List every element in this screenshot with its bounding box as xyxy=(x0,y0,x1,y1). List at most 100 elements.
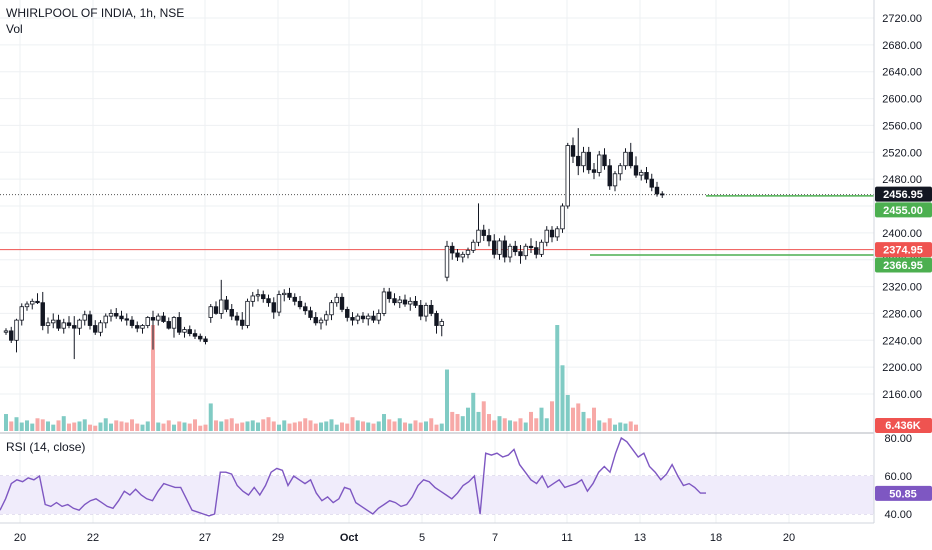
volume-bar xyxy=(392,421,397,431)
candle xyxy=(534,240,539,259)
candle xyxy=(591,163,597,180)
date-axis[interactable]: 20 22 27 29 Oct 5 7 11 13 18 20 xyxy=(14,532,795,544)
candle xyxy=(450,242,455,260)
candle xyxy=(602,148,607,170)
candle xyxy=(303,302,308,315)
volume-bar xyxy=(40,419,45,431)
volume-bar xyxy=(592,407,596,431)
candle xyxy=(633,156,639,178)
price-tick-label: 2480.00 xyxy=(882,174,922,186)
volume-bar xyxy=(93,425,98,431)
volume-bar xyxy=(586,418,591,431)
level-red-tag: 2374.95 xyxy=(875,242,932,258)
candle xyxy=(444,240,450,282)
date-tick-label: 13 xyxy=(634,532,646,544)
candle xyxy=(408,297,413,311)
volume-bar xyxy=(366,422,371,431)
candle xyxy=(72,316,77,360)
volume-bar xyxy=(203,424,208,431)
level-green-upper-tag: 2455.00 xyxy=(875,202,932,218)
volume-bar xyxy=(508,420,512,431)
volume-bar xyxy=(151,325,155,431)
candle xyxy=(282,289,287,302)
price-tick-label: 2640.00 xyxy=(882,67,922,79)
volume-bar xyxy=(324,421,329,431)
volume-bar xyxy=(455,414,460,431)
candle xyxy=(345,306,350,322)
candle xyxy=(623,148,628,170)
candle xyxy=(329,300,334,321)
volume-legend[interactable]: Vol xyxy=(6,22,23,36)
candle xyxy=(397,295,402,309)
candle xyxy=(61,318,66,334)
volume-bar xyxy=(429,418,434,431)
volume-bar xyxy=(413,420,418,431)
candle xyxy=(497,238,502,260)
candle xyxy=(660,191,665,198)
volume-bar xyxy=(240,422,245,431)
rsi-legend[interactable]: RSI (14, close) xyxy=(6,440,86,454)
volume-bar xyxy=(618,422,623,431)
candle xyxy=(93,320,98,335)
candle xyxy=(371,310,376,323)
candle xyxy=(182,326,187,338)
volume-bar xyxy=(539,407,544,431)
candle xyxy=(597,150,602,177)
volume-bar xyxy=(61,416,66,431)
rsi-current-label: 50.85 xyxy=(889,488,917,500)
candle xyxy=(366,313,371,326)
candle xyxy=(287,287,292,300)
candle xyxy=(318,317,324,330)
volume-bar xyxy=(298,421,302,431)
volume-bar xyxy=(518,418,523,431)
candle xyxy=(98,320,103,337)
candle xyxy=(570,137,576,164)
candle xyxy=(649,173,654,192)
candle xyxy=(40,291,45,331)
level-green-upper-label: 2455.00 xyxy=(883,205,923,217)
candle xyxy=(518,244,523,264)
candle xyxy=(19,303,24,326)
rsi-axis[interactable]: 80.00 60.00 40.00 xyxy=(884,433,912,521)
last-price-label: 2456.95 xyxy=(883,189,923,201)
rsi-line xyxy=(0,436,706,517)
candle xyxy=(3,328,9,335)
volume-bar xyxy=(576,403,581,431)
volume-bar xyxy=(261,419,266,431)
volume-bar xyxy=(14,417,19,431)
volume-bar xyxy=(4,414,8,431)
volume-bar xyxy=(565,394,570,431)
candle xyxy=(618,163,623,181)
volume-bar xyxy=(319,422,323,431)
price-tick-label: 2240.00 xyxy=(882,335,922,347)
candle xyxy=(198,333,203,342)
volume-tag-label: 6.436K xyxy=(885,420,921,432)
candle xyxy=(339,293,345,313)
candle xyxy=(586,146,591,174)
chart-title[interactable]: WHIRLPOOL OF INDIA, 1h, NSE xyxy=(6,6,185,20)
volume-bar xyxy=(597,420,602,431)
candle xyxy=(51,313,56,329)
volume-bar xyxy=(361,421,365,431)
candle xyxy=(581,146,586,173)
volume-bar xyxy=(602,422,607,431)
rsi-band xyxy=(0,476,874,514)
candle xyxy=(376,309,381,325)
candle xyxy=(271,297,276,319)
volume-bar xyxy=(502,418,507,431)
volume-bar xyxy=(581,411,586,431)
candle xyxy=(203,336,208,345)
volume-bar xyxy=(25,420,29,431)
volume-bar xyxy=(555,325,560,431)
candle xyxy=(119,310,124,322)
volume-bar xyxy=(250,420,255,431)
candle xyxy=(644,167,649,184)
volume-tag: 6.436K xyxy=(875,418,932,433)
volume-bar xyxy=(376,421,381,431)
volume-bar xyxy=(140,424,145,431)
candle xyxy=(334,293,339,307)
candle xyxy=(30,298,35,310)
date-tick-label: 27 xyxy=(199,532,211,544)
price-levels xyxy=(0,194,874,256)
